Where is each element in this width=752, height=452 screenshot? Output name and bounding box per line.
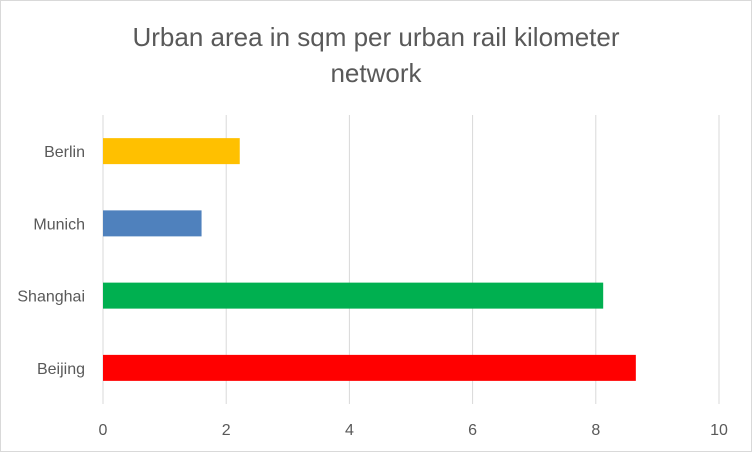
bar-munich <box>103 210 202 237</box>
bar-shanghai <box>103 282 604 309</box>
x-tick-label-0: 0 <box>99 422 108 439</box>
bar-berlin <box>103 138 240 165</box>
x-tick-label-1: 2 <box>222 422 231 439</box>
y-category-label-beijing: Beijing <box>37 361 85 378</box>
chart-title-line-2: network <box>330 58 422 88</box>
y-axis-labels: Berlin Munich Shanghai Beijing <box>17 144 85 378</box>
bars <box>103 138 636 381</box>
bar-beijing <box>103 354 636 381</box>
y-category-label-berlin: Berlin <box>44 144 85 161</box>
y-category-label-shanghai: Shanghai <box>17 289 85 306</box>
x-tick-label-2: 4 <box>345 422 354 439</box>
x-tick-label-3: 6 <box>468 422 477 439</box>
y-category-label-munich: Munich <box>33 216 85 233</box>
x-tick-label-4: 8 <box>591 422 600 439</box>
x-axis-labels: 0 2 4 6 8 10 <box>99 422 728 439</box>
chart-title-line-1: Urban area in sqm per urban rail kilomet… <box>132 22 620 52</box>
chart-title: Urban area in sqm per urban rail kilomet… <box>1 19 751 91</box>
x-tick-label-5: 10 <box>710 422 728 439</box>
